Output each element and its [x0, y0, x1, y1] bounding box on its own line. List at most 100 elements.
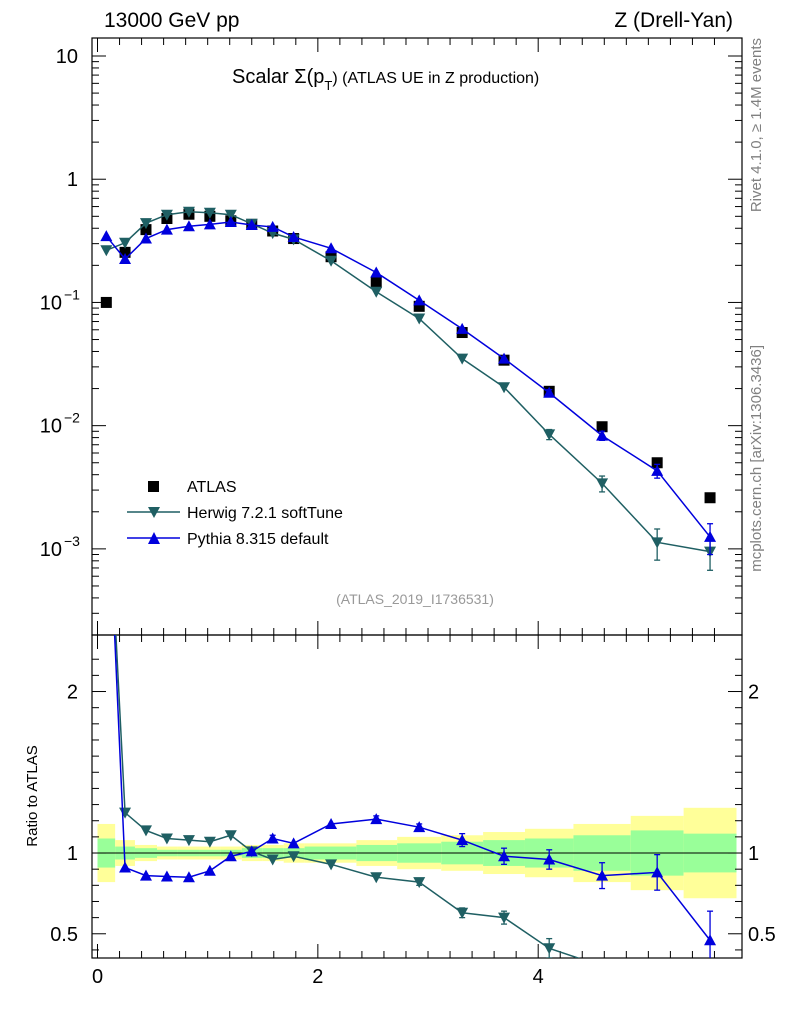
main-point — [651, 457, 663, 469]
ratio-point — [596, 869, 609, 881]
ratio-point — [139, 825, 152, 837]
main-y-tick-label: 10 — [40, 416, 62, 438]
source-label: mcplots.cern.ch [arXiv:1306.3436] — [748, 345, 765, 572]
main-point — [543, 386, 556, 398]
ratio-point — [456, 834, 469, 846]
main-point — [370, 266, 383, 278]
main-point — [182, 220, 195, 232]
ratio-point — [413, 877, 426, 889]
main-point — [456, 322, 469, 334]
energy-label: 13000 GeV pp — [104, 9, 239, 32]
main-point — [413, 300, 425, 312]
ratio-point — [203, 836, 216, 848]
plot-title: Scalar Σ(pT) (ATLAS UE in Z production) — [232, 66, 539, 93]
main-point — [498, 382, 511, 394]
ratio-y-tick-label-right: 0.5 — [748, 924, 776, 946]
main-point — [325, 255, 338, 267]
ratio-point — [160, 870, 173, 882]
ratio-point — [704, 934, 717, 946]
main-y-tick-label: 10 — [40, 539, 62, 561]
ratio-x-tick-label: 0 — [92, 966, 103, 988]
main-point — [140, 224, 152, 236]
process-label: Z (Drell-Yan) — [614, 9, 733, 32]
main-line-1 — [106, 210, 711, 553]
ratio-point — [456, 907, 469, 919]
main-point — [543, 429, 556, 441]
ratio-y-tick-label: 1 — [67, 843, 78, 865]
main-point — [325, 242, 338, 254]
legend: ATLAS Herwig 7.2.1 softTune Pythia 8.315… — [127, 479, 343, 548]
ratio-plot-frame — [91, 634, 743, 959]
analysis-id: (ATLAS_2019_I1736531) — [336, 591, 494, 607]
ratio-point — [543, 943, 556, 955]
main-point — [596, 421, 608, 433]
ratio-point — [224, 850, 237, 862]
ratio-point — [266, 854, 279, 866]
ratio-point — [182, 871, 195, 883]
ratio-point — [543, 853, 556, 865]
tick-base: 1 — [67, 169, 78, 191]
ratio-x-tick-label: 2 — [312, 966, 323, 988]
ratio-point — [413, 821, 426, 833]
legend-atlas-marker — [148, 481, 159, 492]
main-point — [100, 296, 112, 308]
main-point — [704, 530, 717, 542]
legend-herwig-marker — [148, 507, 160, 518]
ratio-point — [325, 859, 338, 871]
ratio-point — [160, 833, 173, 845]
ratio-series-group — [100, 443, 717, 1004]
main-point — [119, 246, 131, 258]
ratio-y-tick-label-right: 2 — [748, 682, 759, 704]
main-point — [100, 245, 113, 257]
main-point — [596, 478, 609, 490]
main-point — [139, 218, 152, 230]
main-y-tick-label: 1 — [67, 169, 78, 191]
main-point — [203, 218, 216, 230]
tick-base: 10 — [40, 539, 62, 561]
legend-herwig-label: Herwig 7.2.1 softTune — [187, 505, 343, 522]
ratio-point — [100, 443, 112, 454]
legend-pythia-label: Pythia 8.315 default — [187, 531, 329, 548]
main-point — [266, 220, 279, 232]
rivet-version-label: Rivet 4.1.0, ≥ 1.4M events — [748, 38, 765, 212]
plot-title-subscript: T — [324, 78, 332, 93]
legend-pythia-marker — [148, 532, 160, 544]
main-point — [596, 429, 609, 441]
main-point — [456, 353, 469, 365]
main-point — [100, 230, 113, 242]
main-point — [160, 209, 173, 221]
ratio-point — [287, 851, 300, 863]
main-point — [182, 206, 195, 218]
ratio-point — [203, 864, 216, 876]
main-series-group — [100, 206, 717, 571]
ratio-point — [119, 861, 132, 873]
plot-title-suffix: ) (ATLAS UE in Z production) — [332, 70, 539, 87]
main-point — [224, 209, 237, 221]
ratio-y-tick-label-right: 1 — [748, 843, 759, 865]
main-point — [498, 352, 511, 364]
main-point — [119, 237, 132, 249]
ratio-point — [498, 850, 511, 862]
ratio-point — [651, 974, 663, 985]
ratio-point — [370, 813, 383, 825]
ratio-clipped-group — [100, 443, 717, 1004]
main-point — [139, 232, 152, 244]
tick-base: 10 — [40, 416, 62, 438]
ratio-y-tick-label: 0.5 — [50, 924, 78, 946]
main-point — [203, 207, 216, 219]
plot-title-prefix: Scalar Σ(p — [232, 66, 324, 88]
tick-base: 10 — [56, 46, 78, 68]
ratio-y-tick-label: 2 — [67, 682, 78, 704]
main-point — [413, 294, 426, 306]
main-y-tick-exponent: −2 — [64, 410, 80, 426]
ratio-point — [325, 817, 338, 829]
main-point — [245, 219, 258, 231]
ratio-point — [287, 837, 300, 849]
main-point — [704, 492, 716, 504]
main-series-0 — [100, 208, 716, 504]
ratio-point — [704, 993, 716, 1004]
main-point — [224, 215, 237, 227]
ratio-point — [139, 869, 152, 881]
main-series-2 — [100, 215, 717, 556]
